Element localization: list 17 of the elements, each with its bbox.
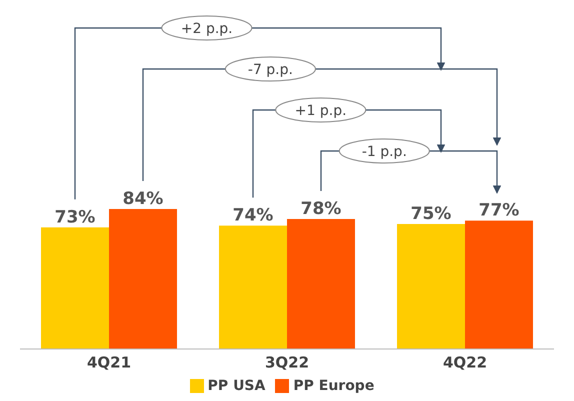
x-tick-label: 3Q22 xyxy=(264,354,310,372)
x-tick-label: 4Q22 xyxy=(442,354,488,372)
bar xyxy=(219,226,287,349)
data-label: 84% xyxy=(122,189,164,209)
data-label: 77% xyxy=(478,200,520,221)
bar xyxy=(287,219,355,349)
bar xyxy=(397,224,465,349)
legend-label: PP USA xyxy=(208,378,266,394)
data-label: 78% xyxy=(300,199,342,219)
x-tick-label: 4Q21 xyxy=(86,354,132,372)
data-label: 73% xyxy=(54,207,96,228)
bar xyxy=(41,227,109,349)
bar xyxy=(109,209,177,349)
bar xyxy=(465,220,533,349)
data-label: 74% xyxy=(232,206,274,226)
data-label: 75% xyxy=(410,204,452,224)
legend-label: PP Europe xyxy=(293,378,374,394)
